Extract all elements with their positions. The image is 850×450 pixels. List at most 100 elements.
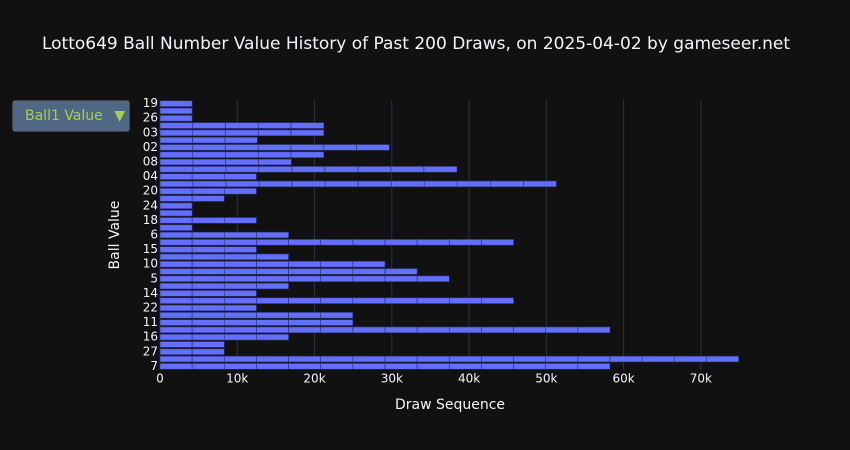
bar-segment <box>384 268 418 275</box>
dropdown-arrow[interactable]: ▼ <box>114 108 125 124</box>
bar-segment <box>456 180 491 188</box>
bar-segment <box>258 158 292 166</box>
bar-segment <box>256 297 289 304</box>
bar-segment <box>159 348 193 355</box>
bar-segment <box>324 166 359 173</box>
bar-segment <box>513 363 547 370</box>
bar-segment <box>191 348 225 355</box>
bar-segment <box>225 122 259 129</box>
bar-segment <box>416 297 450 304</box>
x-tick-label: 10k <box>226 372 248 386</box>
bar-segment <box>352 260 386 268</box>
y-tick-label: 5 <box>150 271 158 285</box>
y-tick-label: 19 <box>143 96 158 110</box>
bar-segment <box>577 363 611 370</box>
bar-segment <box>523 180 557 188</box>
bar-segment <box>225 129 259 137</box>
bar-segment <box>256 231 289 239</box>
bar-segment <box>423 166 458 173</box>
bar-segment <box>609 355 643 363</box>
bar-segment <box>159 341 193 348</box>
bar-segment <box>384 275 418 283</box>
bar-segment <box>416 363 450 370</box>
bar-segment <box>191 304 225 312</box>
y-tick-label: 7 <box>150 359 158 373</box>
bar-segment <box>192 144 226 151</box>
bar-segment <box>256 268 289 275</box>
bar-segment <box>191 217 225 224</box>
bar-segment <box>224 136 258 144</box>
bar-segment <box>223 363 257 370</box>
bar-segment <box>288 326 322 334</box>
x-tick-label: 50k <box>535 372 557 386</box>
y-axis-title: Ball Value <box>107 201 123 270</box>
bar-segment <box>448 297 482 304</box>
bar-segment <box>159 268 193 275</box>
y-tick-label: 15 <box>143 242 158 256</box>
bar-segment <box>159 363 193 370</box>
bar-segment <box>159 209 193 217</box>
bar-segment <box>256 312 289 319</box>
dropdown-label[interactable]: Ball1 Value <box>25 108 103 124</box>
bar-segment <box>448 239 482 246</box>
bar-segment <box>159 202 193 210</box>
bar-segment <box>448 326 482 334</box>
bar-segment <box>416 355 450 363</box>
bar-segment <box>191 290 225 297</box>
bar-segment <box>256 253 289 261</box>
bar-segment <box>320 297 354 304</box>
bar-segment <box>223 326 257 334</box>
bar-segment <box>159 166 194 173</box>
bar-segment <box>288 260 322 268</box>
bar-segment <box>290 151 325 158</box>
x-tick-label: 30k <box>381 372 403 386</box>
bar-segment <box>159 333 193 341</box>
bar-segment <box>256 333 289 341</box>
bar-segment <box>191 268 225 275</box>
bar-segment <box>384 363 418 370</box>
bar-segment <box>159 151 194 158</box>
bar-segment <box>223 253 257 261</box>
bar-segment <box>159 275 193 283</box>
bar-segment <box>191 195 225 202</box>
bar-segment <box>159 129 194 137</box>
bar-segment <box>223 275 257 283</box>
x-tick-label: 40k <box>458 372 480 386</box>
bar-segment <box>223 231 257 239</box>
bar-segment <box>223 282 257 290</box>
bar-segment <box>223 239 257 246</box>
bar-segment <box>159 355 193 363</box>
bar-segment <box>191 297 225 304</box>
bar-segment <box>256 319 289 326</box>
bar-segment <box>191 231 225 239</box>
bar-segment <box>159 180 194 188</box>
bar-segment <box>258 180 293 188</box>
bar-segment <box>577 326 611 334</box>
x-axis-title: Draw Sequence <box>395 397 505 413</box>
bar-segment <box>191 319 225 326</box>
bar-segment <box>352 239 386 246</box>
bar-segment <box>223 290 257 297</box>
bar-segment <box>191 326 225 334</box>
y-tick-label: 26 <box>143 111 158 125</box>
bar-segment <box>223 304 257 312</box>
bar-segment <box>225 166 260 173</box>
bar-segment <box>192 122 226 129</box>
bar-segment <box>159 107 193 115</box>
bar-segment <box>320 275 354 283</box>
bar-segment <box>192 129 226 137</box>
dropdown[interactable]: Ball1 Value ▼ <box>12 100 130 132</box>
bar-segment <box>390 180 425 188</box>
y-tick-label: 18 <box>143 213 158 227</box>
y-tick-label: 6 <box>150 228 158 242</box>
bar-segment <box>416 239 450 246</box>
bar-segment <box>159 297 193 304</box>
bar-segment <box>288 355 322 363</box>
bar-segment <box>192 180 227 188</box>
bar-segment <box>481 363 514 370</box>
y-tick-label: 04 <box>143 169 158 183</box>
bar-segment <box>191 355 225 363</box>
bar-segment <box>159 304 193 312</box>
bar-segment <box>545 326 579 334</box>
bar-segment <box>256 326 289 334</box>
